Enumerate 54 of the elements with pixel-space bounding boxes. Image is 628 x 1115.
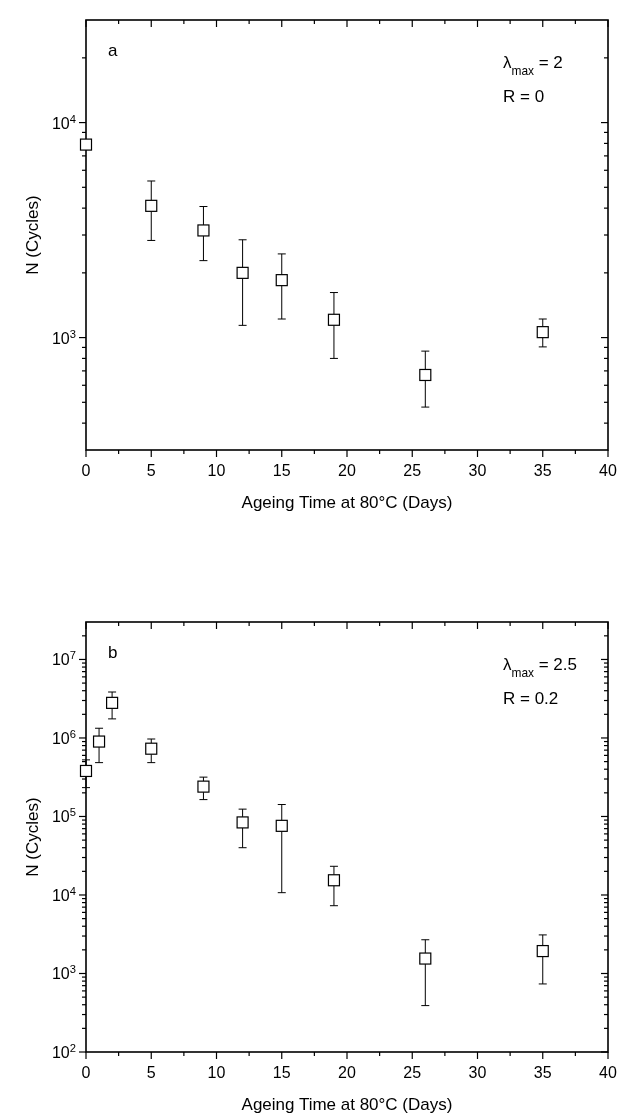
y-axis-title: N (Cycles): [23, 797, 42, 877]
point: [197, 224, 210, 237]
y-tick-label: 10$^{6}$: [51, 727, 76, 747]
point: [145, 742, 158, 755]
x-tick-label: 0: [81, 462, 91, 479]
x-tick-label: 15: [272, 1064, 291, 1081]
x-tick-label: 20: [338, 1064, 356, 1081]
y-tick-label: 10$^{4}$: [51, 112, 76, 132]
x-tick-label: 25: [403, 1064, 422, 1081]
point: [419, 952, 432, 965]
x-axis-title: Ageing Time at 80°C (Days): [241, 1095, 453, 1114]
point: [106, 696, 119, 709]
point: [236, 266, 249, 279]
point: [92, 735, 106, 748]
x-tick-label: 5: [146, 1064, 156, 1081]
x-tick-label: 35: [533, 462, 552, 479]
x-tick-label: 30: [468, 1064, 487, 1081]
x-tick-label: 15: [272, 462, 291, 479]
x-tick-label: 35: [533, 1064, 552, 1081]
x-tick-label: 40: [599, 462, 617, 479]
y-tick-label: 10$^{4}$: [51, 884, 76, 904]
x-tick-label: 5: [146, 462, 156, 479]
point: [419, 368, 432, 382]
point: [197, 780, 210, 793]
y-tick-label: 10$^{3}$: [51, 963, 76, 983]
annotation: R = 0.2: [503, 689, 559, 708]
point: [145, 199, 158, 212]
x-tick-label: 40: [599, 1064, 617, 1081]
annotation: b: [108, 643, 118, 662]
x-tick-label: 25: [403, 462, 422, 479]
point: [79, 764, 93, 778]
annotation: λ$_{max}$ = 2: [503, 53, 563, 78]
point: [536, 944, 549, 958]
point: [536, 326, 549, 339]
x-axis-title: Ageing Time at 80°C (Days): [241, 493, 453, 512]
x-tick-label: 20: [338, 462, 356, 479]
y-tick-label: 10$^{2}$: [51, 1042, 76, 1061]
y-axis-title: N (Cycles): [23, 195, 42, 275]
point: [275, 819, 288, 832]
x-tick-label: 10: [207, 1064, 226, 1081]
point: [79, 138, 93, 151]
y-tick-label: 10$^{5}$: [51, 806, 76, 826]
y-tick-label: 10$^{3}$: [51, 327, 76, 347]
point: [327, 874, 341, 887]
y-tick-label: 10$^{7}$: [51, 649, 76, 669]
annotation: R = 0: [503, 87, 545, 106]
point: [236, 816, 249, 829]
x-tick-label: 30: [468, 462, 487, 479]
x-tick-label: 0: [81, 1064, 91, 1081]
annotation: λ$_{max}$ = 2.5: [503, 655, 577, 680]
point: [275, 274, 288, 287]
point: [327, 313, 341, 326]
x-tick-label: 10: [207, 462, 226, 479]
annotation: a: [108, 41, 118, 60]
